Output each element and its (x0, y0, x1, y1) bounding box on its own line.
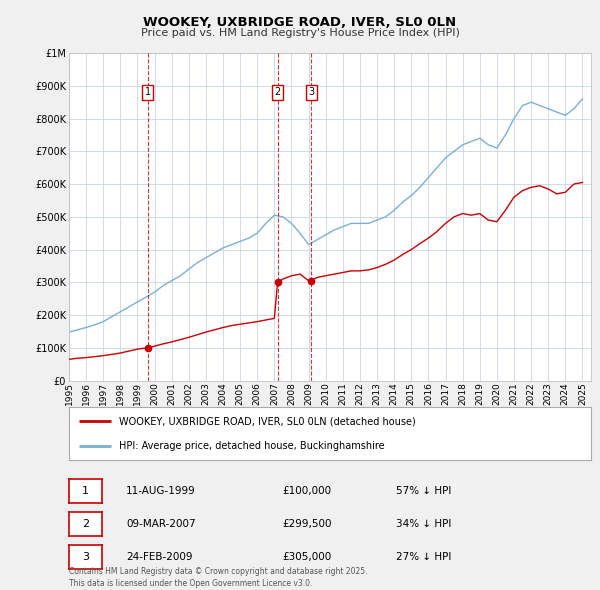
Text: HPI: Average price, detached house, Buckinghamshire: HPI: Average price, detached house, Buck… (119, 441, 384, 451)
Text: £100,000: £100,000 (282, 486, 331, 496)
Text: WOOKEY, UXBRIDGE ROAD, IVER, SL0 0LN: WOOKEY, UXBRIDGE ROAD, IVER, SL0 0LN (143, 16, 457, 29)
Text: 34% ↓ HPI: 34% ↓ HPI (396, 519, 451, 529)
Text: 2: 2 (82, 519, 89, 529)
Text: 2: 2 (274, 87, 281, 97)
Text: WOOKEY, UXBRIDGE ROAD, IVER, SL0 0LN (detached house): WOOKEY, UXBRIDGE ROAD, IVER, SL0 0LN (de… (119, 417, 415, 427)
Text: £305,000: £305,000 (282, 552, 331, 562)
Text: £299,500: £299,500 (282, 519, 331, 529)
Text: 11-AUG-1999: 11-AUG-1999 (126, 486, 196, 496)
Text: Price paid vs. HM Land Registry's House Price Index (HPI): Price paid vs. HM Land Registry's House … (140, 28, 460, 38)
Text: 57% ↓ HPI: 57% ↓ HPI (396, 486, 451, 496)
Text: Contains HM Land Registry data © Crown copyright and database right 2025.
This d: Contains HM Land Registry data © Crown c… (69, 568, 367, 588)
Text: 3: 3 (308, 87, 314, 97)
Text: 09-MAR-2007: 09-MAR-2007 (126, 519, 196, 529)
Text: 1: 1 (82, 486, 89, 496)
Text: 24-FEB-2009: 24-FEB-2009 (126, 552, 193, 562)
Text: 27% ↓ HPI: 27% ↓ HPI (396, 552, 451, 562)
Text: 1: 1 (145, 87, 151, 97)
Text: 3: 3 (82, 552, 89, 562)
